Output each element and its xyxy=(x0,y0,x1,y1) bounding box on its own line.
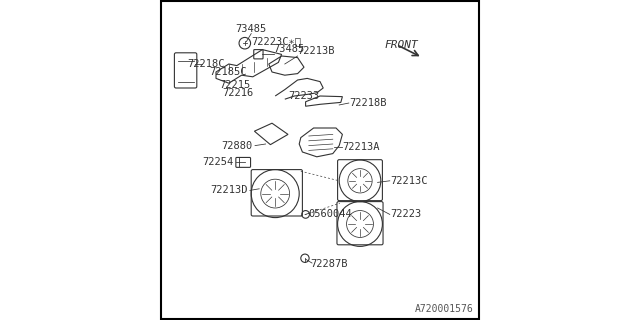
Text: 72223C∗Ⅱ: 72223C∗Ⅱ xyxy=(251,36,301,46)
Text: 72185C: 72185C xyxy=(210,67,247,77)
Text: 73485: 73485 xyxy=(236,24,267,34)
Text: 72213A: 72213A xyxy=(342,142,380,152)
Text: 72213D: 72213D xyxy=(211,185,248,196)
Text: 72218C: 72218C xyxy=(187,59,225,69)
Text: 72213C: 72213C xyxy=(390,176,428,186)
Text: 72287B: 72287B xyxy=(310,259,348,269)
Text: 72233: 72233 xyxy=(288,91,319,101)
Text: 72213B: 72213B xyxy=(298,46,335,56)
Text: 72223: 72223 xyxy=(390,209,422,220)
Text: 72218B: 72218B xyxy=(349,98,387,108)
Text: FRONT: FRONT xyxy=(385,40,419,50)
Text: 72254: 72254 xyxy=(202,156,234,167)
Text: 72880: 72880 xyxy=(221,140,253,151)
Text: 73485: 73485 xyxy=(274,44,305,54)
Text: 72216: 72216 xyxy=(223,88,253,98)
Text: 0560044: 0560044 xyxy=(309,209,353,220)
Text: 72215: 72215 xyxy=(219,80,250,90)
Text: A720001576: A720001576 xyxy=(415,304,474,314)
